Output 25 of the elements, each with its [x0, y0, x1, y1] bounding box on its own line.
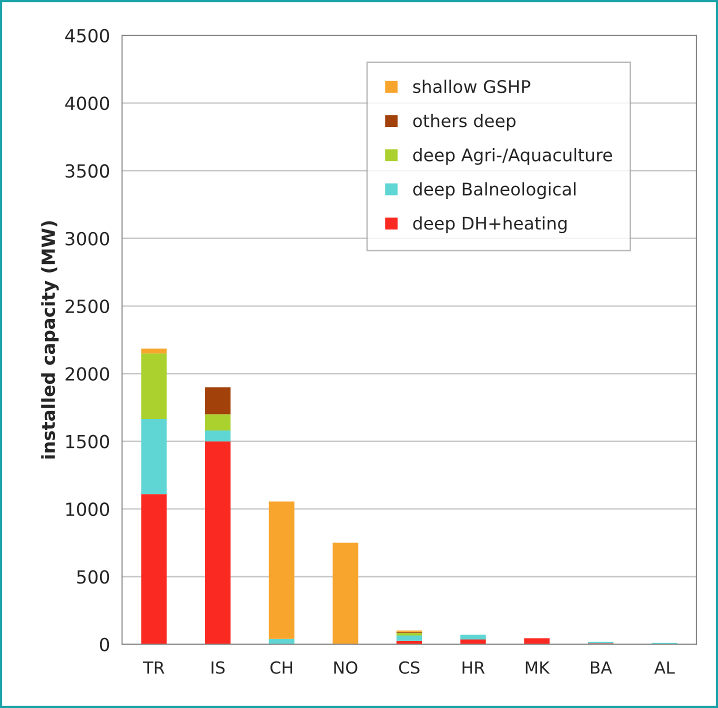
x-tick-label: HR — [462, 661, 485, 674]
x-tick-label: CS — [399, 661, 420, 674]
y-tick-label: 500 — [77, 570, 110, 584]
x-tick-label: MK — [526, 661, 550, 674]
y-tick-label: 1000 — [66, 502, 110, 516]
y-tick-label: 3000 — [66, 232, 110, 246]
y-tick-label: 2000 — [66, 367, 110, 381]
x-tick-label: CH — [270, 661, 292, 674]
y-tick-label: 4500 — [65, 28, 110, 43]
y-tick-label: 0 — [100, 638, 110, 652]
x-tick-label: AL — [654, 661, 675, 674]
x-tick-label: IS — [212, 661, 225, 674]
y-tick-label: 4000 — [65, 96, 110, 110]
x-tick-label: NO — [334, 661, 358, 674]
y-tick-label: 1500 — [66, 434, 110, 448]
legend-label: deep Agri-/Aquaculture — [413, 148, 612, 165]
x-tick-label: TR — [143, 661, 164, 674]
legend-label: others deep — [413, 114, 516, 131]
legend-label: deep DH+heating — [413, 216, 567, 234]
y-tick-label: 2500 — [66, 299, 110, 314]
y-tick-label: 3500 — [66, 164, 110, 178]
legend-label: shallow GSHP — [413, 80, 530, 94]
y-axis-title: installed capacity (MW) — [41, 221, 59, 459]
x-tick-label: BA — [590, 661, 612, 674]
legend-label: deep Balneological — [413, 182, 576, 199]
